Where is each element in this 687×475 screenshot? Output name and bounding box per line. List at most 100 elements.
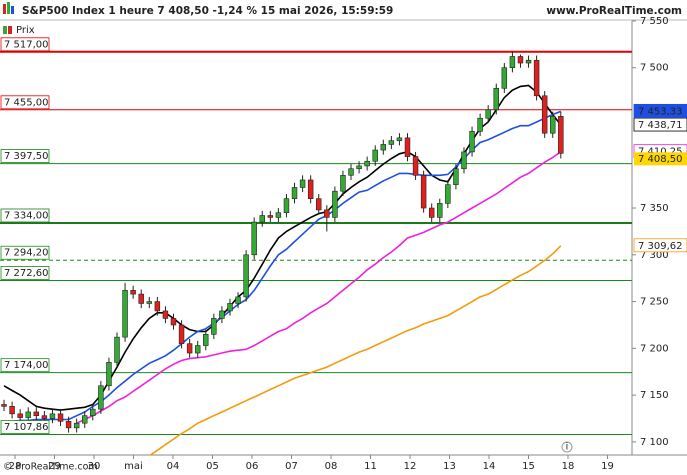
candle-body — [517, 56, 524, 64]
candle-body — [324, 209, 330, 218]
candle-body — [477, 117, 483, 132]
info-icon-glyph: i — [566, 442, 569, 453]
moving-average-line — [4, 110, 562, 423]
level-label-box — [0, 208, 50, 223]
logo-bar — [11, 6, 14, 14]
candle-body — [170, 318, 177, 326]
candle-body — [162, 310, 169, 319]
candle-body — [388, 140, 395, 145]
moving-average-line — [149, 245, 562, 455]
candle-body — [372, 149, 378, 162]
y-tick-label: 7 200 — [640, 343, 669, 354]
candle-body — [186, 343, 193, 354]
candle-body — [501, 67, 508, 89]
chart-title: S&P500 Index 1 heure 7 408,50 -1,24 % 15… — [22, 5, 393, 17]
candle-body — [1, 404, 7, 407]
candle-body — [25, 411, 31, 418]
candle-body — [275, 212, 282, 218]
candle-body — [17, 413, 23, 418]
candle-body — [453, 168, 459, 185]
x-tick-label: 11 — [364, 461, 377, 472]
candle-body — [332, 190, 338, 218]
level-label-box — [0, 37, 50, 52]
level-label: 7 517,00 — [4, 39, 49, 50]
candle-body — [316, 198, 322, 211]
info-icon[interactable] — [561, 441, 573, 453]
candle-body — [65, 421, 72, 429]
candle-body — [114, 336, 120, 363]
candle-body — [98, 385, 104, 410]
candle-body — [146, 301, 153, 304]
candle-body — [267, 215, 274, 218]
candle-body — [211, 318, 217, 335]
candle-body — [243, 254, 249, 298]
moving-average-line — [76, 151, 562, 424]
y-tick-label: 7 250 — [640, 297, 669, 308]
candle-body — [130, 290, 136, 295]
last-close-box — [634, 152, 687, 166]
candle-body — [299, 179, 306, 188]
candle-body — [57, 413, 64, 422]
level-label: 7 272,60 — [4, 268, 49, 279]
x-tick-label: 04 — [167, 461, 180, 472]
candle-body — [154, 301, 161, 312]
candle-body — [348, 168, 354, 176]
candle-body — [396, 137, 403, 141]
candle-body — [404, 137, 411, 157]
candle-body — [412, 156, 419, 176]
candle-body — [82, 415, 88, 424]
level-label: 7 455,00 — [4, 97, 49, 108]
level-label: 7 294,20 — [4, 248, 49, 259]
x-tick-label: mai — [124, 461, 143, 472]
x-tick-label: 30 — [88, 461, 101, 472]
logo-bar — [7, 2, 10, 14]
candle-body — [106, 362, 112, 387]
candle-body — [235, 296, 241, 304]
site-link[interactable]: www.ProRealTime.com — [546, 5, 682, 17]
footer: © ProRealTime.com — [3, 462, 98, 473]
level-label-box — [0, 95, 50, 110]
x-tick-label: 14 — [483, 461, 496, 472]
level-label: 7 174,00 — [4, 360, 49, 371]
candle-body — [364, 160, 370, 167]
level-label-box — [0, 420, 50, 434]
y-tick-label: 7 350 — [640, 203, 669, 214]
last-value-box — [633, 103, 687, 118]
candle-body — [550, 116, 556, 134]
level-label: 7 334,00 — [4, 211, 49, 222]
candle-body — [203, 334, 209, 346]
last-value-box — [633, 117, 687, 132]
y-tick-label: 7 100 — [640, 437, 669, 448]
candle-body — [428, 207, 435, 218]
candle-body — [227, 303, 233, 312]
candle-body — [558, 116, 564, 154]
y-tick-label: 7 500 — [640, 63, 669, 74]
level-label: 7 397,50 — [4, 151, 49, 162]
candle-body — [9, 406, 15, 415]
x-tick-label: 29 — [48, 461, 61, 472]
candle-body — [307, 179, 314, 199]
candle-body — [437, 203, 443, 218]
candle-body — [259, 215, 265, 223]
legend-label: Prix — [16, 25, 35, 36]
candle-body — [533, 59, 540, 97]
candle-body — [356, 165, 362, 170]
x-tick-label: 08 — [325, 461, 338, 472]
candle-body — [493, 87, 499, 111]
candle-body — [525, 59, 532, 64]
last-close-label: 7 408,50 — [638, 154, 683, 165]
level-label-box — [0, 266, 50, 280]
candle-body — [122, 290, 128, 338]
level-label-box — [0, 358, 50, 373]
candle-body — [340, 174, 346, 192]
logo-bar — [3, 4, 6, 14]
y-tick-label: 7 300 — [640, 250, 669, 261]
moving-average-line — [3, 84, 562, 411]
candle-body — [420, 174, 427, 209]
x-tick-label: 13 — [443, 461, 456, 472]
candle-body — [291, 187, 298, 199]
last-value-label: 7 410,25 — [638, 147, 683, 158]
level-label: 7 107,86 — [4, 422, 49, 433]
plot-area — [0, 50, 632, 455]
